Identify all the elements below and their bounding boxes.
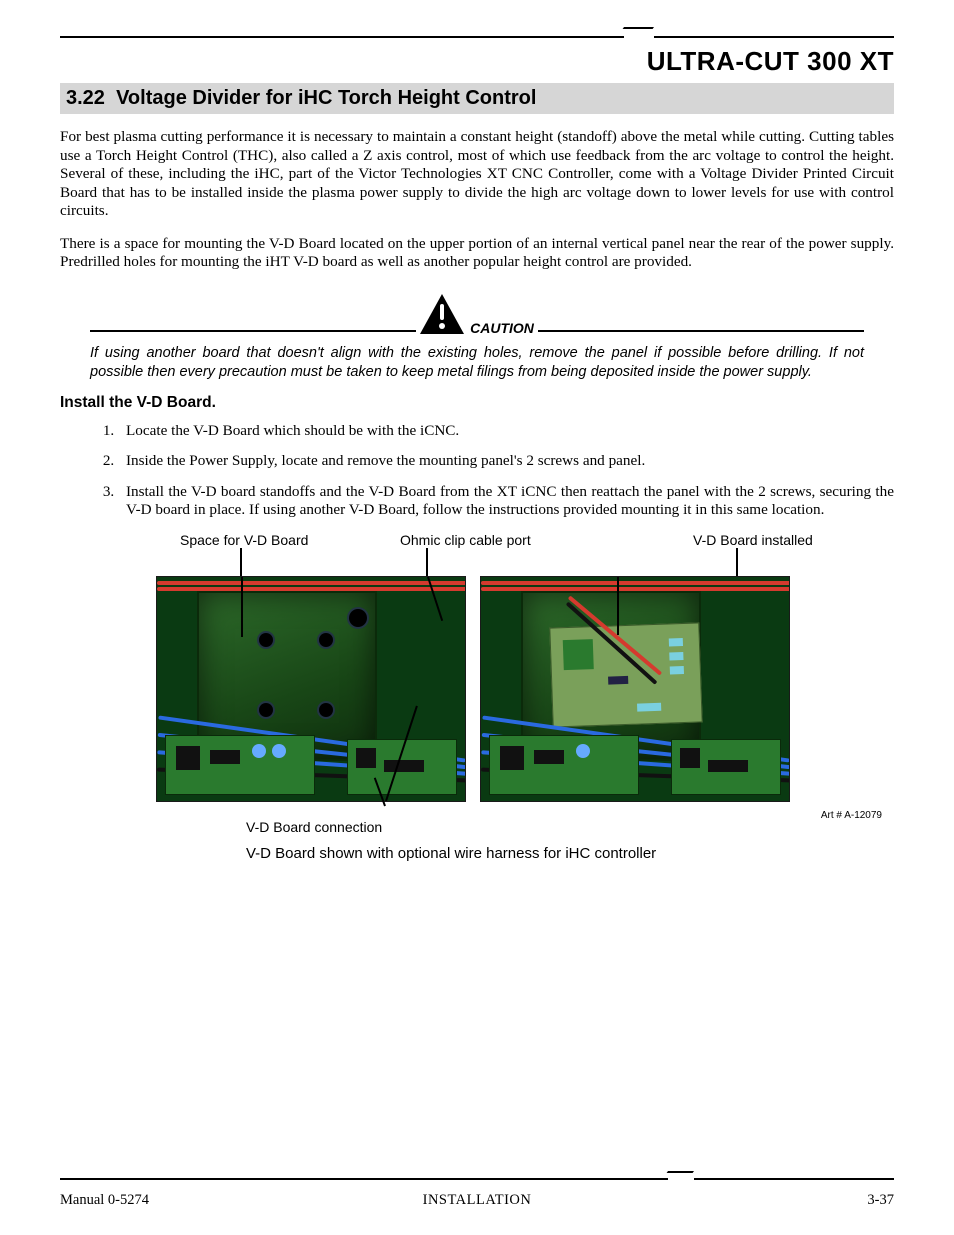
figure-label-installed: V-D Board installed [693,532,873,548]
figure: Space for V-D Board Ohmic clip cable por… [60,532,894,862]
figure-photo-left [156,576,466,802]
section-title: Voltage Divider for iHC Torch Height Con… [116,87,536,109]
install-heading: Install the V-D Board. [60,394,894,412]
body-paragraph: There is a space for mounting the V-D Bo… [60,235,894,272]
figure-photo-right [480,576,790,802]
caution-icon [416,292,468,336]
section-number: 3.22 [66,87,105,109]
section-heading: 3.22 Voltage Divider for iHC Torch Heigh… [60,83,894,114]
caution-label: CAUTION [468,320,538,336]
footer-manual: Manual 0-5274 [60,1192,338,1209]
body-paragraph: For best plasma cutting performance it i… [60,128,894,221]
install-step: Locate the V-D Board which should be wit… [118,422,894,441]
footer-section: INSTALLATION [338,1192,616,1209]
install-step: Inside the Power Supply, locate and remo… [118,452,894,471]
install-steps: Locate the V-D Board which should be wit… [60,422,894,520]
caution-block: CAUTION If using another board that does… [90,286,864,382]
figure-art-number: Art # A-12079 [821,804,882,821]
figure-caption: V-D Board shown with optional wire harne… [246,845,894,862]
figure-label-connection: V-D Board connection [246,819,894,835]
figure-label-space: Space for V-D Board [180,532,350,548]
footer-page: 3-37 [616,1192,894,1209]
page-footer: Manual 0-5274 INSTALLATION 3-37 [60,1172,894,1209]
product-title: ULTRA-CUT 300 XT [60,46,894,77]
header-rule [60,28,894,46]
install-step: Install the V-D board standoffs and the … [118,483,894,520]
caution-text: If using another board that doesn't alig… [90,344,864,382]
figure-label-ohmic: Ohmic clip cable port [400,532,575,548]
